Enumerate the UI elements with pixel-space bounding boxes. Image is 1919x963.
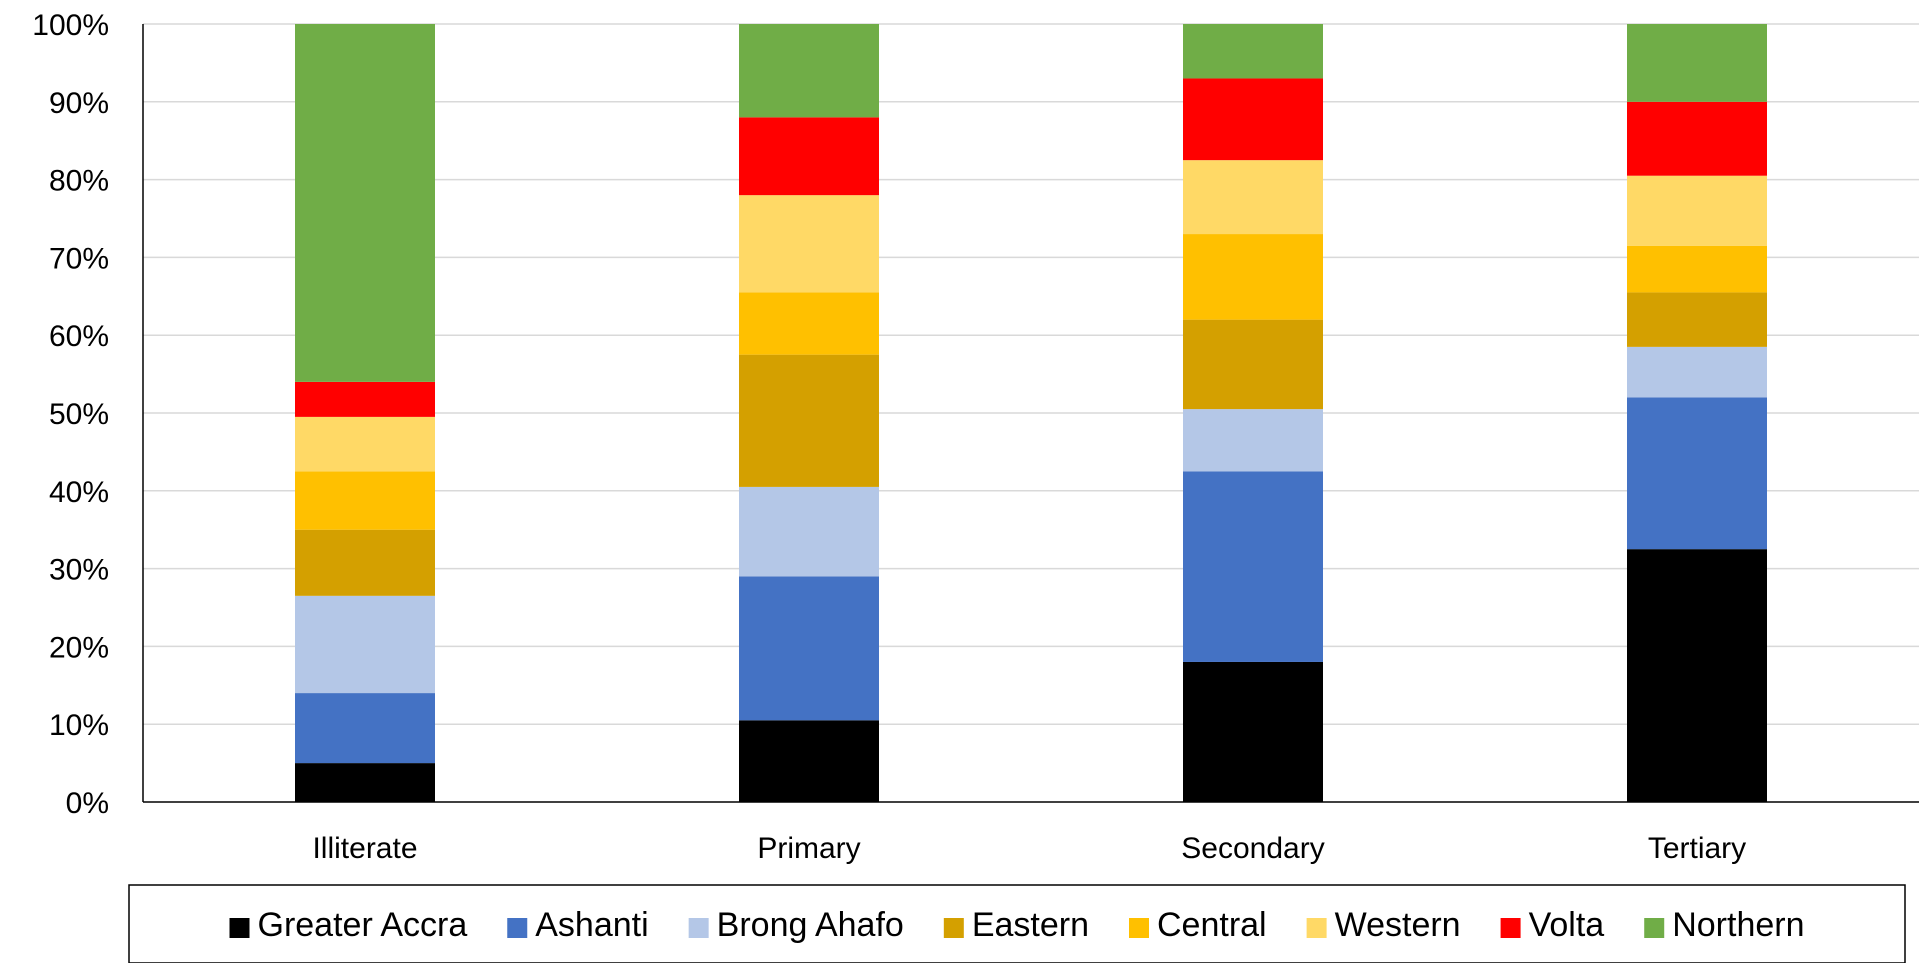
legend-swatch xyxy=(229,918,250,938)
legend-label: Ashanti xyxy=(535,906,648,944)
legend-label: Greater Accra xyxy=(258,906,468,944)
y-tick-label: 80% xyxy=(49,165,109,198)
legend-swatch xyxy=(1129,918,1149,938)
y-tick-label: 70% xyxy=(49,242,109,275)
y-tick-label: 20% xyxy=(49,631,109,664)
y-tick-label: 60% xyxy=(49,320,109,353)
legend-box xyxy=(128,884,1906,963)
gridlines xyxy=(143,23,1919,725)
bar-segment-central-primary xyxy=(739,292,879,355)
legend-item-eastern: Eastern xyxy=(943,906,1089,944)
bar-segment-brong-ahafo-primary xyxy=(739,486,879,577)
legend-label: Central xyxy=(1157,906,1267,944)
bar-segment-eastern-primary xyxy=(739,354,879,487)
bar-segment-brong-ahafo-secondary xyxy=(1183,409,1323,472)
bar-segment-volta-primary xyxy=(739,117,879,196)
bar-segment-eastern-tertiary xyxy=(1627,292,1767,347)
bar-segment-northern-illiterate xyxy=(295,24,435,382)
legend-swatch xyxy=(688,918,709,938)
legend-swatch xyxy=(1644,918,1665,938)
axes xyxy=(142,24,1919,803)
bar-segment-ashanti-tertiary xyxy=(1627,397,1767,550)
bar-segment-ashanti-secondary xyxy=(1183,471,1323,662)
y-tick-label: 50% xyxy=(49,398,109,431)
bar-segment-western-secondary xyxy=(1183,160,1323,235)
x-tick-label: Illiterate xyxy=(312,832,417,865)
legend-label: Western xyxy=(1335,906,1461,944)
bar-segment-volta-tertiary xyxy=(1627,101,1767,176)
bar-segment-volta-illiterate xyxy=(295,381,435,417)
bar-segment-ashanti-illiterate xyxy=(295,693,435,764)
x-tick-label: Tertiary xyxy=(1648,832,1746,865)
y-tick-label: 40% xyxy=(49,476,109,509)
y-tick-label: 30% xyxy=(49,554,109,587)
y-tick-label: 100% xyxy=(32,9,109,42)
bar-segment-brong-ahafo-illiterate xyxy=(295,595,435,694)
bar-segment-central-secondary xyxy=(1183,234,1323,320)
bar-segment-northern-primary xyxy=(739,24,879,118)
bar-segment-central-illiterate xyxy=(295,471,435,530)
legend-item-volta: Volta xyxy=(1500,906,1605,944)
y-tick-label: 0% xyxy=(66,787,109,820)
bar-segment-volta-secondary xyxy=(1183,78,1323,161)
bar-segment-western-illiterate xyxy=(295,416,435,472)
x-tick-label: Primary xyxy=(757,832,860,865)
y-tick-label: 90% xyxy=(49,87,109,120)
bar-segment-northern-secondary xyxy=(1183,24,1323,79)
bar-segment-greater-accra-illiterate xyxy=(295,763,435,802)
legend-label: Brong Ahafo xyxy=(717,906,904,944)
legend-item-northern: Northern xyxy=(1644,906,1805,944)
bar-segment-western-primary xyxy=(739,195,879,293)
bar-segment-western-tertiary xyxy=(1627,175,1767,246)
bars xyxy=(295,24,1767,802)
y-axis-tick-labels: 0% 10% 20% 30% 40% 50% 60% 70% 80% 90% 100% xyxy=(32,9,109,820)
legend-item-greater-accra: Greater Accra xyxy=(229,906,468,944)
legend-item-western: Western xyxy=(1306,906,1461,944)
legend-label: Eastern xyxy=(972,906,1089,944)
legend-swatch xyxy=(943,918,964,938)
legend-label: Volta xyxy=(1529,906,1605,944)
legend-swatch xyxy=(507,918,528,938)
legend-item-ashanti: Ashanti xyxy=(507,906,649,944)
legend-item-brong-ahafo: Brong Ahafo xyxy=(688,906,904,944)
bar-segment-central-tertiary xyxy=(1627,245,1767,293)
bar-segment-eastern-illiterate xyxy=(295,529,435,596)
legend: Greater Accra Ashanti Brong Ahafo Eastern Ce… xyxy=(128,884,1906,963)
bar-segment-brong-ahafo-tertiary xyxy=(1627,346,1767,398)
legend-swatch xyxy=(1306,918,1327,938)
bar-segment-greater-accra-tertiary xyxy=(1627,549,1767,802)
bar-segment-eastern-secondary xyxy=(1183,319,1323,410)
legend-item-central: Central xyxy=(1129,906,1267,944)
y-tick-label: 10% xyxy=(49,709,109,742)
x-tick-label: Secondary xyxy=(1181,832,1324,865)
bar-segment-northern-tertiary xyxy=(1627,24,1767,102)
bar-segment-greater-accra-secondary xyxy=(1183,661,1323,802)
bar-segment-ashanti-primary xyxy=(739,576,879,721)
x-axis-tick-labels: Illiterate Primary Secondary Tertiary xyxy=(312,832,1746,865)
legend-label: Northern xyxy=(1672,906,1804,944)
bar-segment-greater-accra-primary xyxy=(739,720,879,802)
legend-swatch xyxy=(1500,918,1521,938)
